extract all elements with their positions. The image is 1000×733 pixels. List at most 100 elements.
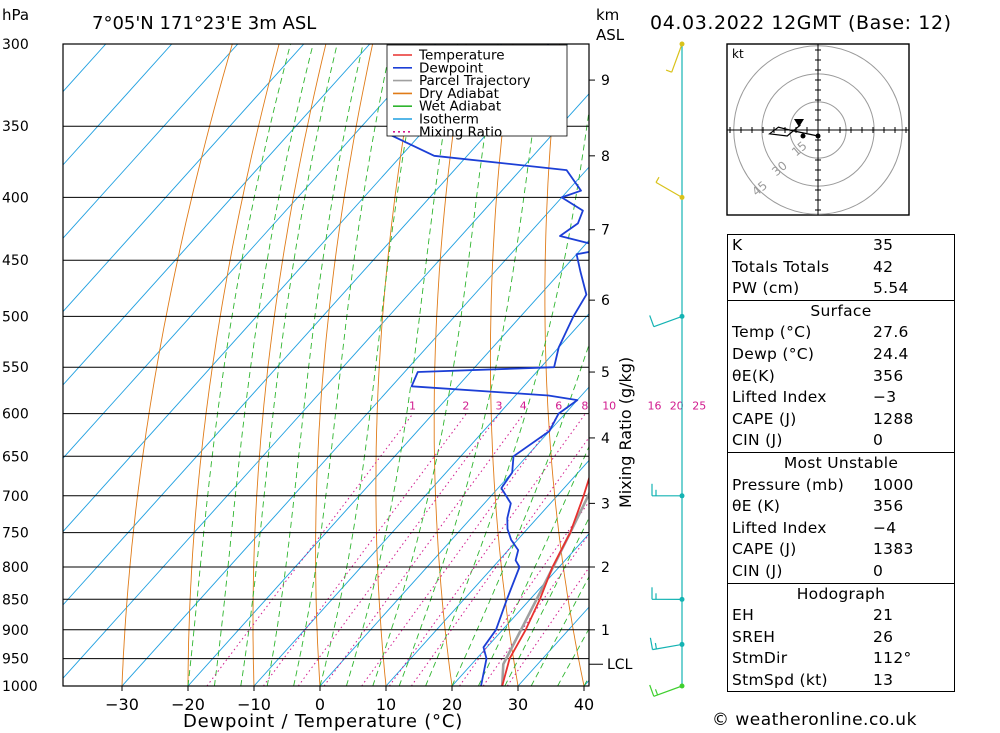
index-label: CIN (J) [732,431,783,450]
wind-barb-shaft [653,685,683,697]
index-label: Dewp (°C) [732,344,815,363]
parcel-trajectory-line [500,490,589,686]
wind-barb-flag [655,176,660,183]
index-label: Temp (°C) [732,323,812,342]
x-tick-label: 30 [508,695,528,714]
km-tick-label: 5 [601,365,610,381]
storm-motion-marker [794,119,804,127]
legend-entry: Mixing Ratio [419,124,502,140]
mixing-ratio-line [361,413,560,686]
index-row: CIN (J) 0 [728,430,954,452]
dry-adiabat-line [375,44,420,686]
index-value: 356 [873,497,904,516]
index-label: CAPE (J) [732,409,797,428]
pressure-tick-label: 700 [2,489,29,505]
x-tick-label: 0 [315,695,325,714]
wind-barb-shaft [652,643,683,651]
isotherm-line [121,166,589,686]
pressure-tick-label: 1000 [2,679,38,695]
index-label: SREH [732,627,776,646]
index-value: 112° [873,649,912,668]
km-tick-label: 8 [601,149,610,165]
mixing-ratio-line [506,566,589,686]
isotherm-line [187,239,589,686]
index-label: StmDir [732,649,788,668]
km-tick-label: 1 [601,623,610,639]
index-row: CAPE (J) 1288 [728,409,954,431]
hodograph-trace [768,124,819,137]
mixing-ratio-label: 8 [581,400,588,413]
index-row: K 35 [728,235,954,257]
isotherm-line [63,44,239,239]
mixing-ratio-label: 25 [692,400,706,413]
dry-adiabat-line [544,44,585,686]
km-tick-label: 7 [601,223,610,239]
hodograph-unit-label: kt [732,47,744,61]
pressure-tick-label: 650 [2,449,29,465]
index-label: StmSpd (kt) [732,670,828,689]
km-tick-label: 2 [601,560,610,576]
legend-entry: Wet Adiabat [419,99,501,115]
wind-barb-flag [649,684,655,697]
index-label: PW (cm) [732,279,800,298]
index-row: Lifted Index −4 [728,518,954,540]
index-value: 24.4 [873,344,909,363]
index-label: CAPE (J) [732,540,797,559]
index-value: 1288 [873,409,914,428]
wet-adiabat-line [451,343,589,686]
isotherm-line [63,44,437,459]
x-tick-label: 40 [574,695,594,714]
isotherm-line [63,44,371,386]
wind-barb-shaft [655,181,683,198]
mixing-ratio-label: 2 [462,400,469,413]
pressure-tick-label: 350 [2,119,29,135]
temperature-line [501,475,589,686]
index-label: Totals Totals [732,257,830,276]
legend-entry: Isotherm [419,112,479,128]
index-label: EH [732,606,755,625]
index-value: 1000 [873,475,914,494]
axis-labels: 1 2 3 4 6 8 10 16 20 2530035040045050055060065070… [2,37,706,714]
index-row: Lifted Index −3 [728,387,954,409]
dry-adiabat-line [981,44,1000,686]
index-value: 0 [873,431,884,450]
mixing-ratio-label: 4 [520,400,527,413]
dry-adiabat-line [252,44,327,686]
dry-adiabat-line [187,44,280,686]
index-label: Pressure (mb) [732,475,845,494]
location-title: 7°05'N 171°23'E 3m ASL [92,13,316,34]
isotherm-line [63,93,589,679]
section-title: Hodograph [796,584,886,603]
hodograph-indices: Hodograph EH 21 SREH 26 StmDir 112° StmSpd (kt)… [728,584,954,692]
km-tick-label: 6 [601,293,610,309]
wind-barb-flag [649,315,655,327]
dewpoint-line [387,44,589,686]
pressure-tick-label: 500 [2,309,29,325]
index-label: θE(K) [732,366,776,385]
index-value: 42 [873,257,894,276]
wind-barb-flag [654,689,659,696]
legend-entry: Temperature [418,48,505,64]
pressure-tick-label: 750 [2,526,29,542]
index-row: StmDir 112° [728,648,954,670]
index-value: 27.6 [873,323,909,342]
mixing-ratio-label: 1 [409,400,416,413]
wet-adiabat-line [213,44,314,686]
km-tick-label: 9 [601,73,610,89]
wind-barb-shaft [653,315,683,328]
index-row: Dewp (°C) 24.4 [728,344,954,366]
index-value: 35 [873,236,894,254]
wet-adiabat-line [530,575,589,686]
mixing-ratio-label: 3 [496,400,503,413]
index-row: CAPE (J) 1383 [728,539,954,561]
section-title: Surface [810,301,872,320]
mixing-ratio-line [297,413,500,686]
index-row: StmSpd (kt) 13 [728,670,954,692]
isotherm-line [63,44,173,166]
wet-adiabat-line [345,44,459,686]
datetime-title: 04.03.2022 12GMT (Base: 12) [650,12,952,34]
index-label: Lifted Index [732,388,827,407]
lcl-label: LCL [607,657,633,673]
index-label: θE (K) [732,497,781,516]
